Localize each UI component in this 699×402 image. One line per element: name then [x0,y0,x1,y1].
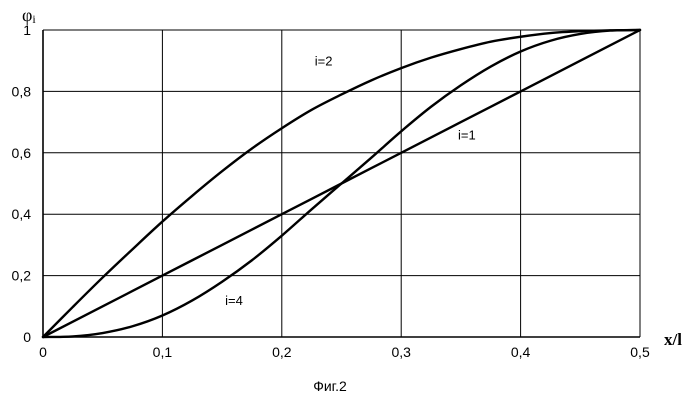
x-axis-title: x/l [664,330,682,349]
y-axis-title: φi [22,5,36,26]
curve-label: i=2 [315,54,333,69]
x-tick-label: 0,1 [153,344,173,360]
curve-label: i=4 [225,293,243,308]
y-tick-labels: 00,20,40,60,81 [12,22,32,345]
x-tick-label: 0,4 [511,344,531,360]
y-tick-label: 0,6 [12,145,32,161]
x-tick-label: 0,5 [630,344,650,360]
x-tick-label: 0,3 [391,344,411,360]
y-tick-label: 0 [23,329,31,345]
y-axis-symbol: φ [22,5,32,25]
x-tick-label: 0,2 [272,344,292,360]
y-axis-subscript: i [32,12,36,26]
y-tick-label: 0,8 [12,83,32,99]
curve-label: i=1 [458,127,476,142]
x-tick-labels: 0 0,1 0,2 0,3 0,4 0,5 [39,344,650,360]
x-tick-label: 0 [39,344,47,360]
y-tick-label: 0,2 [12,268,32,284]
y-tick-label: 0,4 [12,206,32,222]
series-lines [43,30,640,337]
figure-caption: Фиг.2 [313,378,347,394]
